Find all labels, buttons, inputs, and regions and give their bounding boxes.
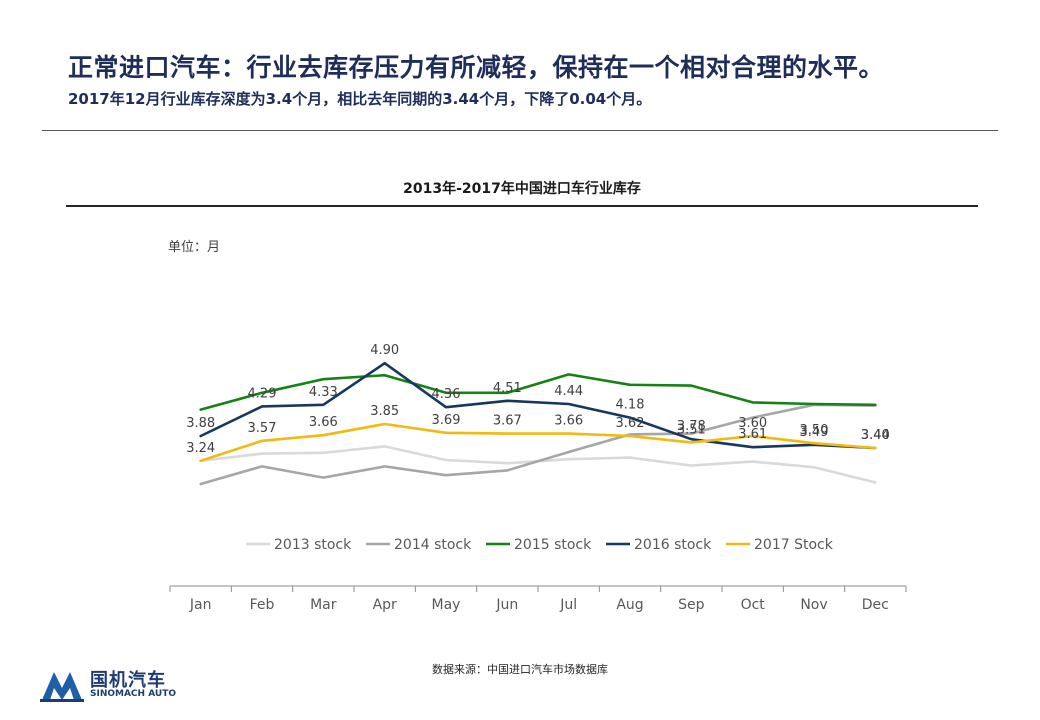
x-tick-label: Sep bbox=[678, 597, 705, 613]
header-divider bbox=[42, 130, 998, 131]
sinomach-logo-icon bbox=[40, 672, 84, 702]
x-tick-label: Apr bbox=[373, 597, 397, 613]
data-label: 4.18 bbox=[616, 398, 645, 413]
legend-label: 2015 stock bbox=[514, 537, 592, 553]
x-tick-label: Aug bbox=[616, 597, 643, 613]
data-label: 3.40 bbox=[861, 428, 890, 443]
data-labels: 3.88 4.29 4.33 4.90 4.36 4.51 4.44 4.18 3.78 3.61… bbox=[186, 343, 890, 456]
legend-label: 2017 Stock bbox=[754, 537, 834, 553]
series-line-2017-stock bbox=[199, 422, 877, 463]
data-label: 3.69 bbox=[432, 413, 461, 428]
data-label: 3.78 bbox=[677, 419, 706, 434]
data-label: 4.29 bbox=[248, 386, 277, 401]
logo-text-en: SINOMACH AUTO bbox=[90, 689, 176, 699]
data-label: 3.24 bbox=[186, 441, 215, 456]
series-line-2015-stock bbox=[199, 373, 877, 411]
data-label: 3.66 bbox=[309, 415, 338, 430]
x-tick-label: Jun bbox=[495, 597, 518, 613]
data-label: 4.33 bbox=[309, 385, 338, 400]
data-label: 3.57 bbox=[248, 421, 277, 436]
data-label: 4.36 bbox=[432, 387, 461, 402]
data-label: 3.61 bbox=[738, 427, 767, 442]
series-line-2014-stock bbox=[199, 403, 877, 486]
data-label: 3.88 bbox=[186, 416, 215, 431]
data-label: 4.51 bbox=[493, 381, 522, 396]
x-tick-label: Jul bbox=[559, 597, 577, 613]
data-label: 3.50 bbox=[800, 423, 829, 438]
page-subheadline: 2017年12月行业库存深度为3.4个月，相比去年同期的3.44个月，下降了0.… bbox=[68, 90, 652, 108]
x-axis: Jan Feb Mar Apr May Jun Jul Aug Sep Oct Nov Dec bbox=[169, 585, 907, 613]
data-source-note: 数据来源：中国进口汽车市场数据库 bbox=[432, 663, 608, 676]
series-line-2013-stock bbox=[199, 445, 877, 484]
series-line-2016-stock bbox=[199, 361, 877, 450]
x-tick-label: Jan bbox=[189, 597, 212, 613]
x-tick-label: Feb bbox=[250, 597, 275, 613]
data-label: 3.60 bbox=[738, 416, 767, 431]
chart-title: 2013年-2017年中国进口车行业库存 bbox=[403, 181, 641, 197]
x-tick-label: Nov bbox=[800, 597, 827, 613]
data-label: 3.44 bbox=[861, 428, 890, 443]
data-label: 3.49 bbox=[800, 425, 829, 440]
x-tick-label: May bbox=[432, 597, 461, 613]
page-headline: 正常进口汽车：行业去库存压力有所减轻，保持在一个相对合理的水平。 bbox=[68, 53, 885, 82]
data-label: 3.62 bbox=[616, 416, 645, 431]
x-tick-label: Oct bbox=[741, 597, 766, 613]
x-tick-label: Dec bbox=[862, 597, 889, 613]
chart-unit-label: 单位：月 bbox=[168, 240, 221, 255]
data-label: 4.90 bbox=[370, 343, 399, 358]
company-logo: 国机汽车 SINOMACH AUTO bbox=[40, 666, 220, 702]
legend-label: 2014 stock bbox=[394, 537, 472, 553]
chart-title-divider bbox=[66, 205, 978, 207]
legend-label: 2016 stock bbox=[634, 537, 712, 553]
data-label: 3.67 bbox=[493, 414, 522, 429]
legend-label: 2013 stock bbox=[274, 537, 352, 553]
data-label: 3.51 bbox=[677, 422, 706, 437]
series-lines bbox=[199, 361, 877, 486]
x-tick-label: Mar bbox=[310, 597, 337, 613]
data-label: 3.85 bbox=[370, 404, 399, 419]
data-label: 4.44 bbox=[554, 384, 583, 399]
data-label: 3.66 bbox=[554, 414, 583, 429]
logo-text-cn: 国机汽车 bbox=[90, 670, 166, 691]
legend: 2013 stock 2014 stock 2015 stock 2016 stock… bbox=[246, 537, 834, 553]
